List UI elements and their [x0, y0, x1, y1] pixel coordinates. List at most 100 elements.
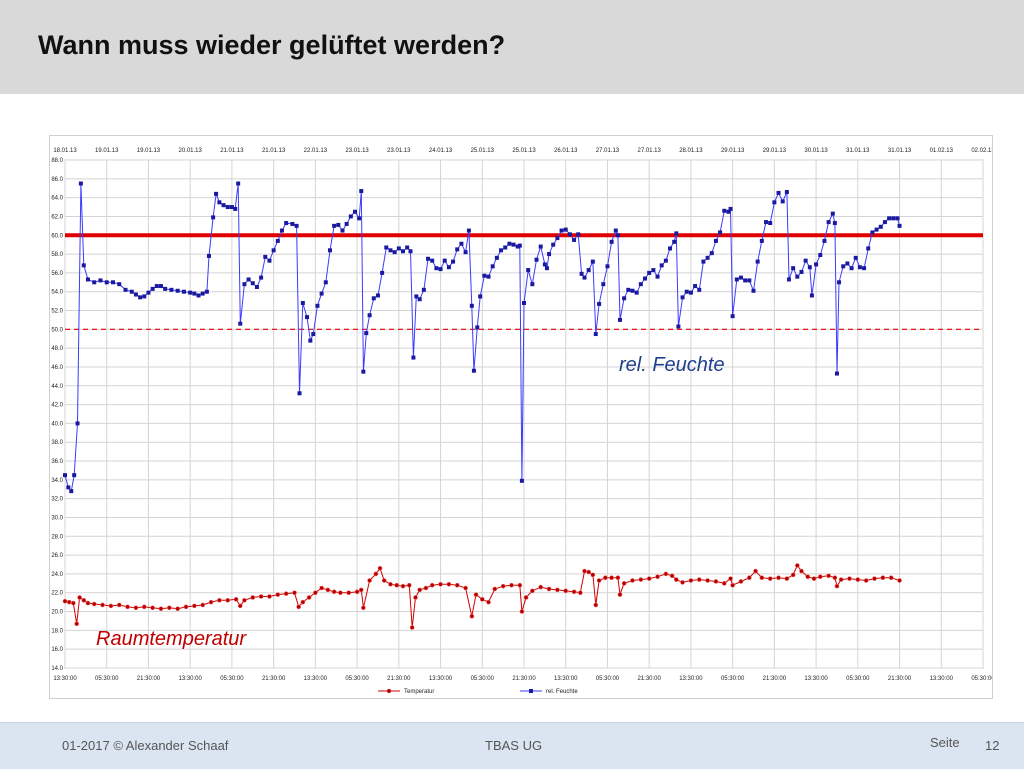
- humidity-point: [674, 231, 679, 236]
- humidity-point: [895, 216, 900, 221]
- temperature-point: [759, 575, 765, 580]
- y-tick-label: 42.0: [51, 403, 63, 409]
- temperature-point: [150, 605, 155, 611]
- humidity-point: [357, 216, 362, 221]
- bottom-time-label: 05:30:00: [846, 676, 870, 682]
- humidity-point: [530, 282, 535, 287]
- humidity-point: [169, 287, 174, 292]
- humidity-point: [601, 282, 606, 287]
- humidity-point: [551, 242, 556, 247]
- temperature-point: [217, 597, 222, 603]
- humidity-point: [866, 246, 871, 251]
- temperature-point: [406, 582, 412, 588]
- humidity-point: [63, 473, 67, 478]
- humidity-point: [233, 206, 238, 211]
- humidity-point: [250, 281, 255, 286]
- top-date-label: 01.02.13: [930, 148, 954, 154]
- temperature-point: [258, 594, 264, 599]
- humidity-point: [271, 248, 276, 253]
- temperature-point: [242, 597, 247, 603]
- temperature-point: [826, 573, 831, 579]
- footer-page-number: 12: [985, 738, 1000, 753]
- temperature-point: [338, 590, 343, 596]
- humidity-point: [455, 247, 460, 252]
- temperature-point: [530, 588, 535, 594]
- humidity-point: [315, 303, 320, 308]
- humidity-point: [236, 181, 241, 186]
- top-date-label: 27.01.13: [596, 148, 620, 154]
- bottom-time-label: 13:30:00: [53, 676, 77, 682]
- legend-temperature-marker: [387, 689, 391, 693]
- humidity-point: [697, 287, 702, 292]
- humidity-point: [693, 284, 698, 289]
- bottom-time-label: 05:30:00: [345, 676, 369, 682]
- humidity-point: [221, 203, 226, 208]
- humidity-point: [305, 315, 310, 320]
- humidity-point: [747, 278, 752, 283]
- temperature-point: [237, 603, 243, 609]
- bottom-time-label: 21:30:00: [387, 676, 411, 682]
- humidity-point: [150, 286, 155, 291]
- temperature-point: [582, 568, 587, 574]
- humidity-point: [613, 228, 618, 233]
- humidity-point: [688, 290, 693, 295]
- humidity-point: [507, 241, 512, 246]
- temperature-point: [446, 581, 452, 587]
- humidity-point: [655, 274, 660, 279]
- humidity-point: [726, 209, 731, 214]
- humidity-point: [751, 288, 756, 293]
- humidity-point: [490, 264, 495, 269]
- temperature-point: [469, 613, 475, 619]
- humidity-point: [146, 290, 151, 295]
- y-tick-label: 40.0: [51, 421, 63, 427]
- humidity-point: [442, 258, 447, 263]
- top-date-label: 27.01.13: [638, 148, 662, 154]
- footer-author: 01-2017 © Alexander Schaaf: [62, 738, 229, 753]
- humidity-point: [200, 291, 205, 296]
- top-date-label: 31.01.13: [846, 148, 870, 154]
- humidity-point: [225, 205, 230, 210]
- humidity-point: [672, 239, 677, 244]
- bottom-time-label: 21:30:00: [888, 676, 912, 682]
- humidity-point: [411, 355, 416, 360]
- temperature-point: [275, 592, 281, 597]
- top-date-label: 29.01.13: [763, 148, 787, 154]
- humidity-point: [323, 280, 328, 285]
- bottom-time-label: 05:30:00: [471, 676, 495, 682]
- bottom-time-label: 05:30:00: [971, 676, 992, 682]
- temperature-point: [486, 599, 491, 605]
- temperature-point: [354, 589, 360, 595]
- slide-footer: 01-2017 © Alexander Schaaf TBAS UG Seite…: [0, 722, 1024, 769]
- humidity-point: [515, 244, 520, 249]
- temperature-point: [66, 599, 72, 605]
- humidity-point: [814, 262, 819, 267]
- humidity-point: [705, 255, 710, 260]
- humidity-point: [466, 228, 471, 233]
- humidity-point: [818, 253, 823, 258]
- temperature-point: [77, 595, 82, 600]
- humidity-point: [768, 221, 773, 226]
- humidity-point: [519, 478, 524, 483]
- temperature-point: [300, 599, 306, 605]
- temperature-point: [615, 575, 621, 580]
- humidity-point: [780, 199, 785, 204]
- humidity-point: [129, 289, 134, 294]
- humidity-point: [517, 243, 522, 248]
- humidity-point: [400, 249, 405, 254]
- humidity-point: [522, 300, 526, 305]
- humidity-point: [759, 238, 764, 243]
- temperature-point: [621, 581, 627, 586]
- temperature-point: [638, 577, 644, 582]
- temperature-point: [267, 594, 272, 599]
- humidity-point: [795, 274, 800, 279]
- top-date-label: 19.01.13: [137, 148, 161, 154]
- humidity-point: [680, 295, 685, 300]
- humidity-point: [542, 262, 547, 267]
- humidity-point: [544, 266, 549, 271]
- humidity-point: [605, 264, 610, 269]
- y-tick-label: 32.0: [51, 497, 63, 503]
- top-date-label: 23.01.13: [345, 148, 369, 154]
- humidity-point: [85, 277, 90, 282]
- humidity-point: [408, 249, 413, 254]
- bottom-time-label: 13:30:00: [554, 676, 578, 682]
